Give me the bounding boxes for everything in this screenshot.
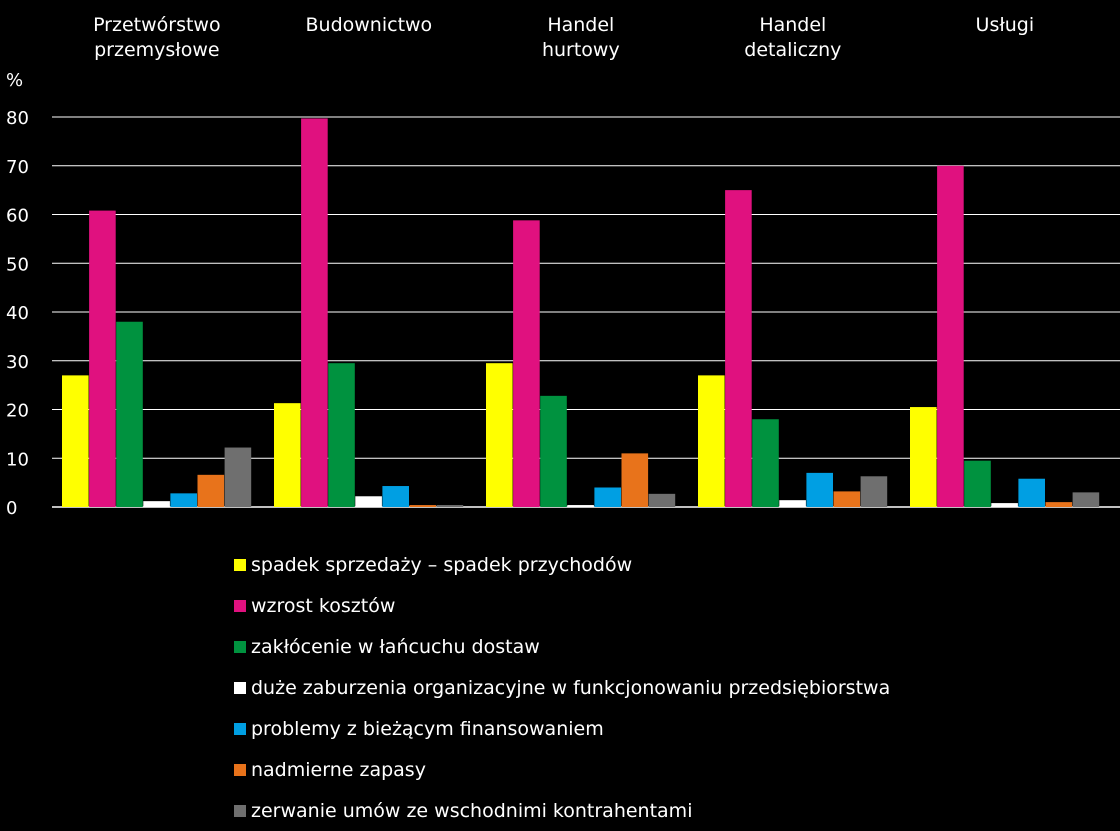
legend-item: duże zaburzenia organizacyjne w funkcjon… (234, 667, 890, 708)
legend-item: nadmierne zapasy (234, 749, 890, 790)
bar-chart: 0 10 20 30 40 50 60 70 80% Przetwórstwo przemysłow… (6, 14, 1120, 519)
legend-swatch (234, 599, 246, 612)
bar (409, 505, 437, 507)
legend-swatch (234, 558, 246, 571)
y-tick-label: 0 (6, 498, 17, 519)
legend: spadek sprzedaży – spadek przychodów wzro… (234, 544, 890, 831)
bar (910, 407, 937, 507)
legend-label: problemy z bieżącym finansowaniem (251, 717, 604, 740)
y-tick-label: 20 (6, 401, 29, 422)
legend-swatch (234, 763, 246, 776)
legend-label: nadmierne zapasy (251, 758, 426, 781)
category-label: Handel hurtowy (542, 14, 620, 61)
legend-swatch (234, 640, 246, 653)
category-label: Budownictwo (306, 14, 433, 36)
legend-label: duże zaburzenia organizacyjne w funkcjon… (251, 676, 891, 699)
bar (1018, 478, 1045, 507)
y-tick-label: 50 (6, 254, 29, 275)
bar (436, 505, 464, 507)
legend-label: zakłócenie w łańcuchu dostaw (251, 635, 540, 658)
bar (991, 503, 1018, 507)
bar (116, 321, 143, 507)
legend-item: zerwanie umów ze wschodnimi kontrahentam… (234, 790, 890, 831)
bar (1045, 502, 1073, 507)
bar (725, 190, 752, 507)
legend-item: spadek sprzedaży – spadek przychodów (234, 544, 890, 585)
bar (89, 210, 116, 507)
bar (540, 395, 567, 507)
legend-item: wzrost kosztów (234, 585, 890, 626)
bar (752, 419, 779, 507)
legend-item: zakłócenie w łańcuchu dostaw (234, 626, 890, 667)
bar (621, 453, 649, 507)
y-tick-label: 40 (6, 303, 29, 324)
legend-label: spadek sprzedaży – spadek przychodów (251, 553, 633, 576)
bar (860, 476, 888, 507)
legend-label: wzrost kosztów (251, 594, 396, 617)
y-tick-label: 30 (6, 352, 29, 373)
legend-swatch (234, 722, 246, 735)
bar (62, 375, 89, 507)
bar (513, 220, 540, 507)
legend-label: zerwanie umów ze wschodnimi kontrahentam… (251, 799, 693, 822)
category-label: Handel detaliczny (744, 14, 841, 61)
bar (567, 505, 594, 507)
y-tick-label: 80 (6, 108, 29, 129)
bar (486, 363, 513, 507)
legend-item: problemy z bieżącym finansowaniem (234, 708, 890, 749)
bar (274, 403, 301, 507)
bar (328, 363, 355, 507)
bar (698, 375, 725, 507)
category-label: Przetwórstwo przemysłowe (93, 14, 221, 61)
bar (594, 487, 621, 507)
y-tick-label: 10 (6, 449, 29, 470)
bar (224, 447, 252, 507)
bar (143, 501, 170, 507)
bar (964, 460, 991, 507)
y-tick-label: 70 (6, 157, 29, 178)
bar (197, 474, 225, 507)
legend-swatch (234, 804, 246, 817)
bar (806, 472, 833, 507)
bar (648, 493, 676, 507)
bar (170, 493, 197, 507)
bar (1072, 492, 1100, 507)
category-label: Usługi (976, 14, 1035, 36)
bar (779, 500, 806, 507)
y-tick-label: 60 (6, 206, 29, 227)
bar (301, 118, 328, 508)
bar (382, 486, 409, 507)
bar (937, 165, 964, 507)
bar (355, 496, 382, 507)
bar (833, 491, 861, 507)
y-axis-label: % (6, 70, 23, 91)
legend-swatch (234, 681, 246, 694)
